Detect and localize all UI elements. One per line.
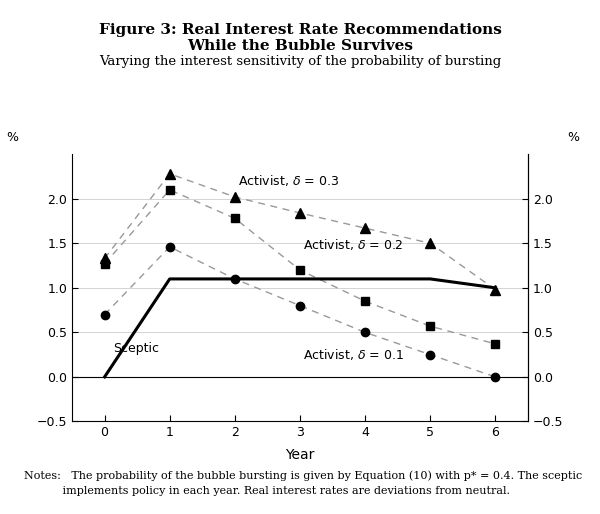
Text: Activist, $\delta$ = 0.2: Activist, $\delta$ = 0.2 [303,236,403,252]
Text: Figure 3: Real Interest Rate Recommendations: Figure 3: Real Interest Rate Recommendat… [98,23,502,37]
Text: Varying the interest sensitivity of the probability of bursting: Varying the interest sensitivity of the … [99,55,501,68]
Text: While the Bubble Survives: While the Bubble Survives [187,39,413,52]
Text: Activist, $\delta$ = 0.1: Activist, $\delta$ = 0.1 [303,347,404,362]
Text: Activist, $\delta$ = 0.3: Activist, $\delta$ = 0.3 [238,173,339,189]
Text: Notes:   The probability of the bubble bursting is given by Equation (10) with p: Notes: The probability of the bubble bur… [24,470,582,481]
Text: implements policy in each year. Real interest rates are deviations from neutral.: implements policy in each year. Real int… [24,486,510,495]
X-axis label: Year: Year [286,448,314,462]
Text: %: % [568,131,580,143]
Text: %: % [7,131,19,143]
Text: Sceptic: Sceptic [113,342,159,355]
